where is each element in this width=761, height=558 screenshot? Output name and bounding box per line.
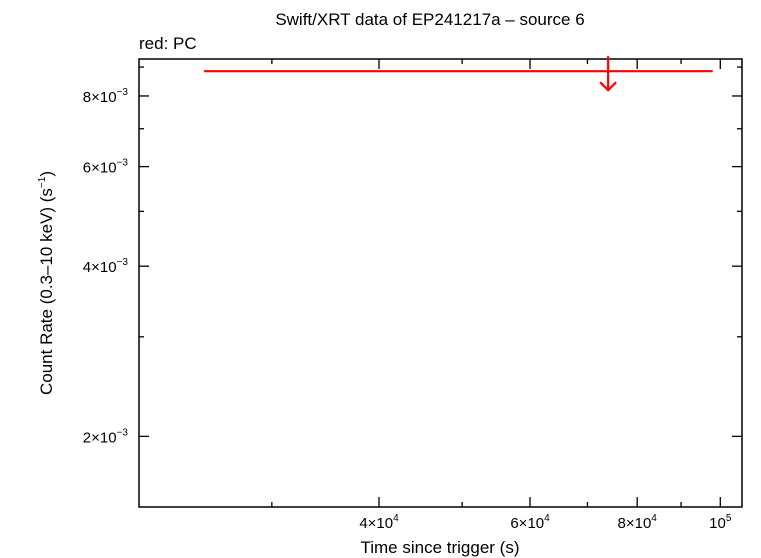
x-tick-label: 4×104 [359, 513, 399, 532]
x-tick-label: 6×104 [510, 513, 550, 532]
y-tick-labels: 2×10−3 4×10−3 6×10−3 8×10−3 [83, 87, 129, 446]
y-tick-label: 4×10−3 [83, 257, 129, 276]
y-axis-label-close: ) [37, 171, 56, 177]
upper-limit-arrow-head [599, 81, 617, 92]
x-tick-label: 8×104 [618, 513, 658, 532]
y-axis-label: Count Rate (0.3–10 keV) (s−1) [37, 171, 56, 395]
y-tick-label: 6×10−3 [83, 158, 129, 177]
x-tick-label: 105 [709, 513, 732, 532]
axis-ticks [139, 59, 742, 507]
chart-subtitle: red: PC [139, 34, 197, 53]
chart-title: Swift/XRT data of EP241217a – source 6 [275, 10, 584, 29]
y-tick-label: 2×10−3 [83, 427, 129, 446]
plot-frame [138, 58, 743, 508]
y-axis-label-exponent: −1 [37, 176, 48, 188]
y-axis-label-main: Count Rate (0.3–10 keV) (s [37, 188, 56, 395]
x-tick-labels: 4×104 6×104 8×104 105 [359, 513, 732, 532]
data-marks [203, 56, 713, 92]
y-tick-label: 8×10−3 [83, 87, 129, 106]
x-axis-label: Time since trigger (s) [360, 538, 519, 557]
